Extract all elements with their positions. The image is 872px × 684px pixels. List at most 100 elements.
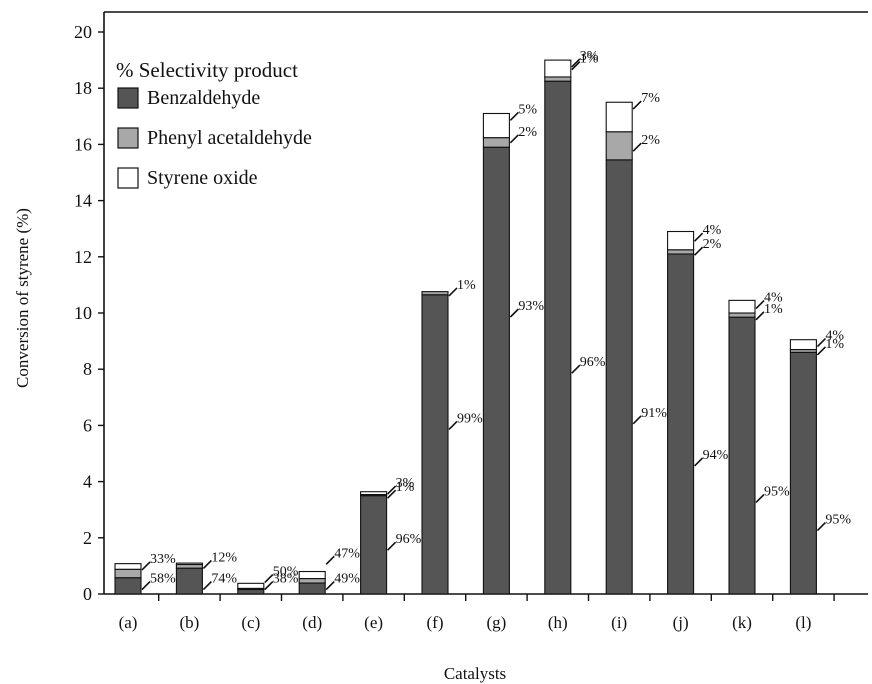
bar-segment [482,112,510,139]
annotation-leader [202,581,212,591]
bar-segment [175,567,203,595]
y-axis-label: Conversion of styrene (%) [13,208,32,388]
annotation-leader [509,308,519,318]
x-axis-label: Catalysts [444,664,506,683]
bar-segment [667,249,695,255]
bar-segment [667,253,695,595]
legend-swatch [117,87,139,109]
annotation-label: 3% [396,476,415,491]
annotation-leader [571,58,581,68]
x-tick-label: (g) [486,613,506,632]
annotation-leader [509,134,519,144]
y-tick-label: 0 [83,584,92,604]
bar-segment [298,582,326,595]
annotation-leader [387,541,397,551]
y-tick-label: 10 [74,303,92,323]
legend-swatch [117,167,139,189]
chart-axes: 0 2 4 6 8 10 12 14 16 18 20 (a) (b) (c) (d) (e) (f) (g) (h… [74,11,868,632]
annotation-label: 2% [703,237,722,252]
annotation-label: 91% [641,406,667,421]
bar-segment [482,137,510,148]
bar-segment [544,59,572,78]
bar-segment [360,495,388,595]
x-tick-label: (i) [611,613,627,632]
annotation-leader [509,111,519,121]
annotation-label: 96% [396,532,422,547]
bar-segment [237,588,265,595]
annotation-leader [264,581,274,591]
annotation-leader [632,415,642,425]
annotation-label: 4% [825,329,844,344]
bar-segment [482,146,510,595]
annotation-label: 7% [641,91,660,106]
y-tick-label: 18 [74,78,92,98]
bar-segment [544,76,572,82]
x-tick-label: (k) [732,613,752,632]
annotation-label: 47% [334,546,360,561]
annotation-label: 58% [150,572,176,587]
bar-segment [667,230,695,251]
annotation-label: 3% [580,49,599,64]
x-tick-label: (d) [302,613,322,632]
chart-legend: % Selectivity product Benzaldehyde Phenyl… [116,58,312,189]
annotation-label: 4% [764,291,783,306]
bar-segment [114,577,142,595]
annotation-leader [325,581,335,591]
annotation-leader [571,61,581,71]
bar-segment [605,131,633,161]
annotation-label: 2% [518,125,537,140]
y-tick-label: 2 [83,528,92,548]
y-tick-label: 6 [83,415,92,435]
bar-segment [298,570,326,580]
bar-segment [421,291,449,296]
annotation-leader [632,142,642,152]
bar-segment [421,294,449,595]
bar-segment [728,312,756,318]
x-tick-label: (f) [427,613,444,632]
bar-segment [605,159,633,595]
annotation-leader [202,559,212,570]
annotation-leader [448,420,458,430]
y-tick-label: 12 [74,247,92,267]
annotation-label: 1% [396,480,415,495]
bar-segment [114,568,142,579]
bar-segment [360,491,388,496]
bar-segment [544,80,572,595]
annotation-label: 49% [334,572,360,587]
legend-entry: Styrene oxide [147,167,258,189]
y-tick-label: 8 [83,359,92,379]
y-tick-label: 20 [74,22,92,42]
annotation-leader [816,521,826,532]
legend-entry: Phenyl acetaldehyde [147,127,312,149]
annotation-leader [387,485,397,495]
x-tick-label: (c) [241,613,260,632]
annotation-leader [694,232,704,242]
annotation-leader [571,364,581,374]
annotation-leader [141,561,151,571]
chart-annotations: 33%58%12%74% 50%38%47%49%3%1%96%1%99%5%2%… [141,49,851,591]
x-tick-label: (a) [119,613,138,632]
bar-segment [237,582,265,589]
legend-entry: Benzaldehyde [147,87,260,109]
annotation-leader [448,287,458,297]
legend-title: % Selectivity product [116,58,298,82]
annotation-label: 1% [580,52,599,67]
annotation-leader [816,337,826,348]
annotation-label: 99% [457,411,483,426]
bar-segment [605,101,633,133]
annotation-label: 95% [825,513,851,528]
annotation-leader [632,100,642,110]
bar-segment [728,316,756,595]
bar-segment [789,339,817,351]
annotation-leader [755,300,765,310]
annotation-leader [755,311,765,321]
annotation-label: 1% [825,337,844,352]
annotation-label: 95% [764,484,790,499]
y-tick-label: 16 [74,134,92,154]
annotation-leader [694,246,704,256]
annotation-leader [755,493,765,504]
annotation-label: 33% [150,552,176,567]
bar-segment [175,562,203,566]
chart-bars [114,59,817,595]
annotation-label: 1% [764,302,783,317]
